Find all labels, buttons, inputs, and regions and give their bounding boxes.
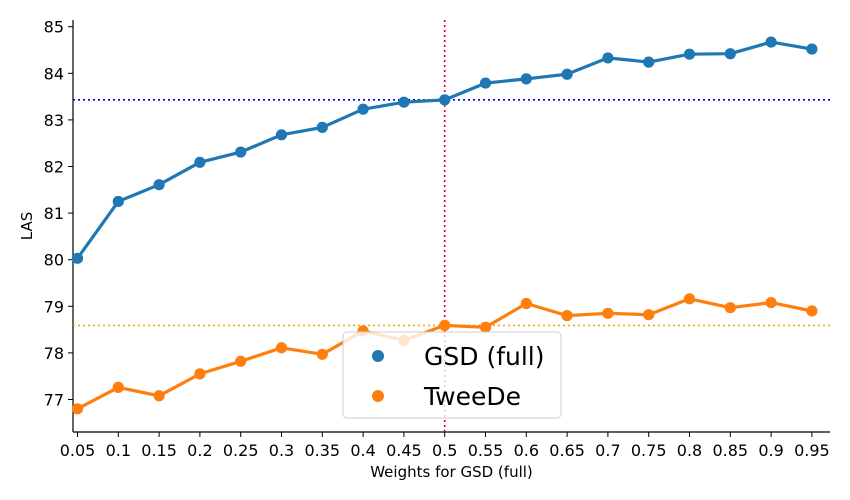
x-tick-label: 0.9 bbox=[758, 441, 783, 460]
y-tick-label: 78 bbox=[44, 344, 64, 363]
x-tick-label: 0.4 bbox=[350, 441, 375, 460]
x-tick-label: 0.1 bbox=[106, 441, 131, 460]
data-point bbox=[520, 297, 532, 310]
data-point bbox=[235, 355, 247, 367]
data-point bbox=[439, 94, 451, 106]
data-point bbox=[71, 252, 84, 264]
data-point bbox=[275, 342, 288, 354]
data-point bbox=[602, 307, 614, 319]
data-point bbox=[153, 390, 165, 402]
legend-label: GSD (full) bbox=[424, 342, 544, 371]
y-tick-label: 82 bbox=[44, 158, 64, 177]
x-tick-label: 0.5 bbox=[432, 441, 457, 460]
data-point bbox=[765, 296, 777, 309]
legend-marker bbox=[372, 350, 384, 362]
x-tick-label: 0.85 bbox=[712, 441, 748, 460]
data-point bbox=[561, 68, 573, 80]
data-point bbox=[112, 195, 124, 208]
x-tick-label: 0.8 bbox=[677, 441, 702, 460]
data-point bbox=[806, 305, 818, 317]
x-tick-label: 0.25 bbox=[223, 441, 259, 460]
x-tick-label: 0.75 bbox=[631, 441, 667, 460]
x-tick-label: 0.7 bbox=[595, 441, 620, 460]
data-point bbox=[194, 156, 206, 168]
data-point bbox=[275, 129, 288, 141]
data-point bbox=[398, 96, 410, 108]
data-point bbox=[479, 321, 492, 333]
data-point bbox=[602, 52, 614, 64]
y-tick-label: 79 bbox=[44, 297, 64, 316]
y-tick-label: 84 bbox=[44, 64, 64, 83]
reference-lines bbox=[73, 20, 830, 432]
x-tick-label: 0.45 bbox=[386, 441, 422, 460]
x-tick-label: 0.6 bbox=[514, 441, 539, 460]
data-point bbox=[316, 348, 328, 360]
y-tick-label: 80 bbox=[44, 251, 64, 270]
x-tick-label: 0.55 bbox=[468, 441, 504, 460]
data-point bbox=[112, 381, 124, 393]
data-points bbox=[71, 36, 818, 415]
x-tick-label: 0.15 bbox=[141, 441, 177, 460]
legend-box bbox=[342, 331, 562, 419]
y-tick-label: 81 bbox=[44, 204, 64, 223]
data-point bbox=[683, 293, 696, 305]
data-point bbox=[765, 36, 777, 48]
data-point bbox=[235, 146, 247, 158]
data-point bbox=[724, 48, 736, 60]
legend-label: TweeDe bbox=[423, 382, 521, 411]
data-point bbox=[357, 103, 369, 115]
legend: GSD (full) TweeDe bbox=[342, 331, 562, 419]
y-axis-title: LAS bbox=[18, 212, 36, 240]
y-tick-label: 77 bbox=[44, 391, 64, 410]
data-point bbox=[439, 319, 451, 332]
data-point bbox=[153, 179, 165, 191]
data-point bbox=[316, 121, 328, 133]
data-point bbox=[806, 43, 818, 55]
data-point bbox=[643, 309, 655, 321]
data-point bbox=[71, 403, 84, 415]
data-point bbox=[194, 368, 206, 380]
y-tick-label: 85 bbox=[44, 18, 64, 37]
data-point bbox=[683, 48, 696, 60]
x-tick-label: 0.3 bbox=[269, 441, 294, 460]
x-axis-title: Weights for GSD (full) bbox=[370, 463, 533, 481]
x-tick-label: 0.2 bbox=[187, 441, 212, 460]
data-point bbox=[643, 56, 655, 68]
tick-labels: 77 78 79 80 81 82 83 84 85 0.05 0.1 0.15 0.2 0.25 0.3 0… bbox=[44, 18, 830, 460]
data-point bbox=[479, 77, 492, 89]
data-point bbox=[520, 73, 532, 85]
legend-marker bbox=[372, 390, 384, 402]
x-tick-label: 0.35 bbox=[304, 441, 340, 460]
y-tick-label: 83 bbox=[44, 111, 64, 130]
x-tick-label: 0.95 bbox=[794, 441, 830, 460]
x-tick-label: 0.65 bbox=[549, 441, 585, 460]
data-point bbox=[724, 302, 736, 314]
x-tick-label: 0.05 bbox=[60, 441, 96, 460]
data-point bbox=[561, 310, 573, 322]
axes bbox=[68, 20, 830, 437]
